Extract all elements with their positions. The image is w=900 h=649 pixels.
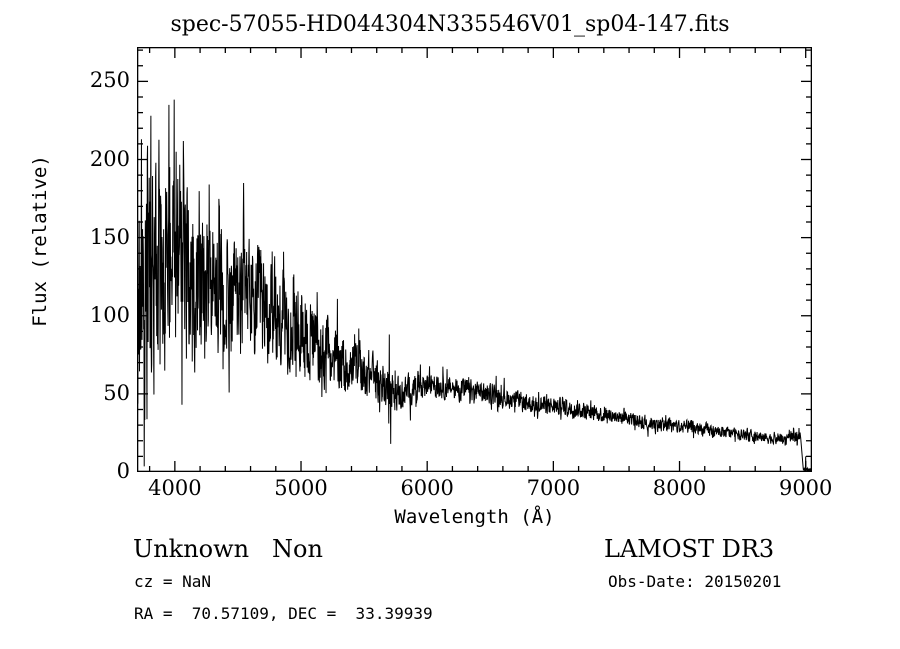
- x-tick-label: 4000: [148, 476, 202, 500]
- object-name-label: Unknown Non: [133, 535, 323, 563]
- plot-frame: [137, 47, 812, 472]
- y-tick-label: 250: [89, 68, 130, 93]
- y-tick-label: 150: [89, 224, 130, 249]
- x-tick-label: 8000: [652, 476, 707, 500]
- y-axis-tick-labels: 0 50 100 150 200 250: [58, 0, 130, 649]
- page-title: spec-57055-HD044304N335546V01_sp04-147.f…: [170, 12, 730, 37]
- x-tick-label: 7000: [526, 476, 581, 500]
- x-axis-title: Wavelength (Å): [394, 506, 555, 528]
- y-tick-label: 50: [103, 380, 130, 405]
- cz-value-label: cz = NaN: [134, 572, 212, 591]
- y-tick-label: 100: [89, 302, 130, 327]
- x-tick-label: 5000: [274, 476, 328, 500]
- spectrum-chart: [137, 47, 812, 472]
- y-tick-label: 0: [116, 459, 130, 483]
- survey-label: LAMOST DR3: [604, 535, 775, 563]
- x-tick-label: 9000: [778, 476, 833, 500]
- y-tick-label: 200: [89, 146, 130, 171]
- coordinates-label: RA = 70.57109, DEC = 33.39939: [134, 604, 433, 623]
- spectrum-line: [137, 99, 812, 472]
- plot-area: [137, 47, 812, 472]
- x-tick-label: 6000: [400, 476, 454, 500]
- spectrum-trace: [137, 99, 812, 472]
- observation-date-label: Obs-Date: 20150201: [608, 572, 782, 591]
- x-axis-tick-labels: 4000 5000 6000 7000 8000 9000: [0, 478, 900, 508]
- y-axis-title: Flux (relative): [29, 155, 51, 327]
